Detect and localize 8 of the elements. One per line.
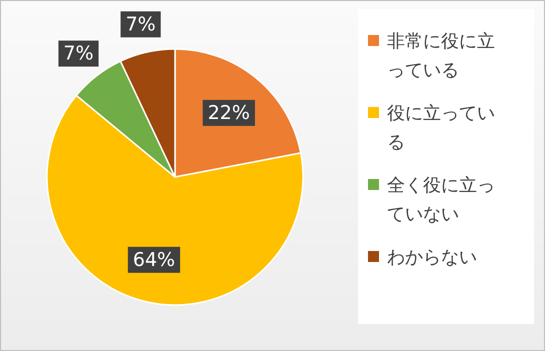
data-label: 7% [126, 13, 156, 36]
data-label: 22% [208, 102, 250, 124]
legend-label: 非常に役に立っている [387, 30, 496, 83]
legend-label: 役に立っている [387, 102, 496, 155]
data-label: 64% [132, 248, 176, 271]
legend-label: わからない [387, 246, 478, 270]
legend-label: 全く役に立っていない [387, 174, 496, 227]
data-label: 7% [63, 42, 94, 65]
